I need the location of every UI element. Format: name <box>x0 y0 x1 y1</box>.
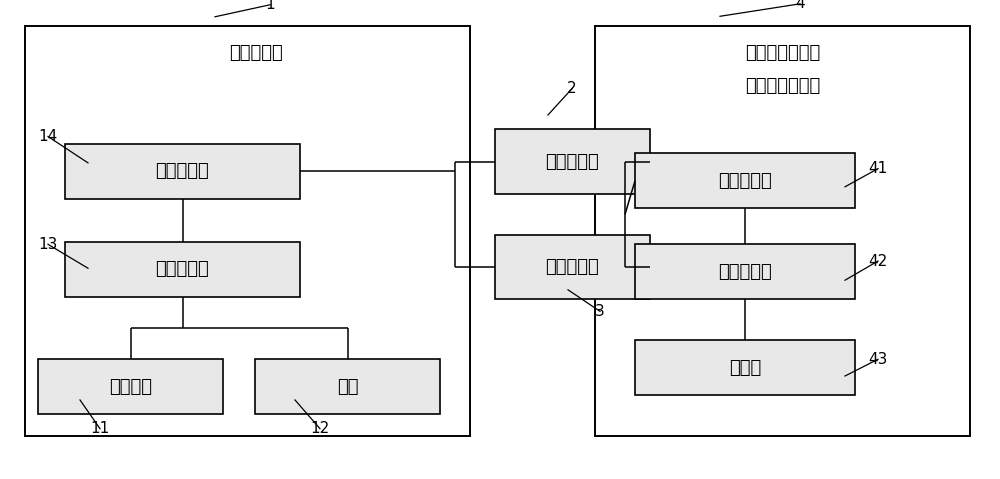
Bar <box>65 242 300 297</box>
Bar <box>595 26 970 436</box>
Bar <box>65 144 300 199</box>
Text: 夹具: 夹具 <box>337 378 358 396</box>
Text: 2: 2 <box>567 81 577 96</box>
Text: 真空吸盘: 真空吸盘 <box>109 378 152 396</box>
Bar <box>495 129 650 194</box>
Text: 多模穴胶道料自: 多模穴胶道料自 <box>745 44 820 62</box>
Text: 机械手组件: 机械手组件 <box>230 44 283 62</box>
Text: 14: 14 <box>38 129 58 144</box>
Text: 气动剪: 气动剪 <box>729 359 761 376</box>
Text: 3: 3 <box>595 304 605 319</box>
Text: 42: 42 <box>868 253 888 269</box>
Text: 动分离气动治具: 动分离气动治具 <box>745 77 820 95</box>
Text: 第二电磁阀: 第二电磁阀 <box>546 258 599 276</box>
Bar <box>635 153 855 208</box>
Text: 11: 11 <box>90 421 110 436</box>
Text: 第二驱动器: 第二驱动器 <box>156 261 209 278</box>
Text: 第一电磁阀: 第一电磁阀 <box>546 153 599 171</box>
Bar <box>255 359 440 414</box>
Text: 第一控制器: 第一控制器 <box>718 172 772 190</box>
Text: 12: 12 <box>310 421 330 436</box>
Bar <box>635 340 855 395</box>
Text: 第二控制器: 第二控制器 <box>156 162 209 180</box>
Bar <box>495 235 650 299</box>
Text: 4: 4 <box>795 0 805 11</box>
Text: 43: 43 <box>868 352 888 367</box>
Bar <box>635 244 855 299</box>
Text: 1: 1 <box>265 0 275 12</box>
Text: 第一驱动器: 第一驱动器 <box>718 263 772 281</box>
Text: 13: 13 <box>38 237 58 252</box>
Bar <box>25 26 470 436</box>
Bar <box>38 359 223 414</box>
Text: 41: 41 <box>868 161 888 176</box>
